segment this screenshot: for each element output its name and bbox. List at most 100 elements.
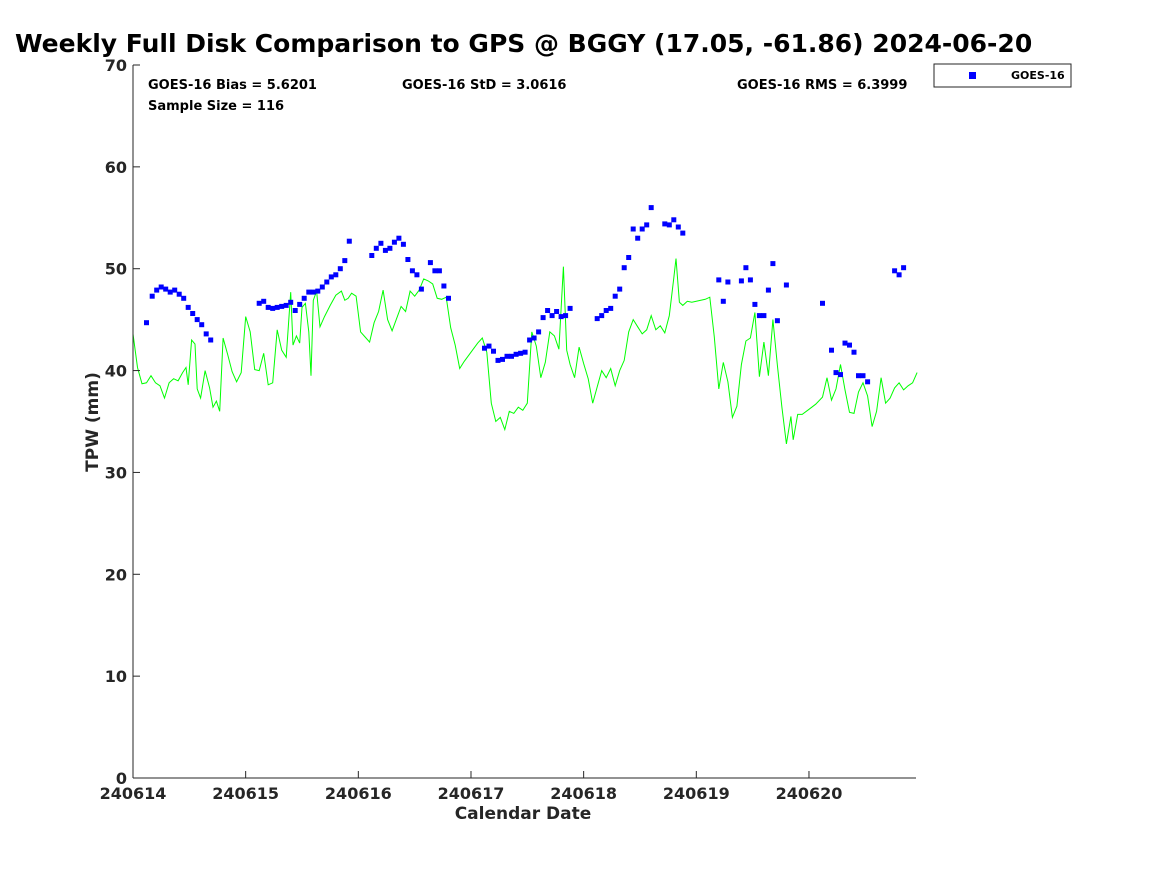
goes16-point [594, 316, 600, 322]
goes16-point [630, 226, 636, 232]
goes16-point [626, 255, 632, 260]
stat-bias: GOES-16 Bias = 5.6201 [148, 78, 317, 93]
goes16-point [662, 221, 668, 227]
stat-sample-size: Sample Size = 116 [148, 99, 284, 114]
goes16-point [265, 304, 271, 310]
chart-title: Weekly Full Disk Comparison to GPS @ BGG… [15, 29, 1032, 58]
goes16-point [194, 317, 200, 323]
goes16-point [621, 265, 627, 271]
goes16-point [491, 348, 496, 354]
goes16-point [518, 350, 524, 356]
goes16-point [256, 300, 262, 306]
goes16-point [531, 335, 537, 341]
goes16-point [369, 253, 375, 258]
plot-area [133, 65, 916, 778]
goes16-point [549, 313, 555, 319]
goes16-point [181, 295, 187, 301]
goes16-point [373, 245, 379, 251]
goes16-point [346, 238, 352, 244]
goes16-point [500, 356, 505, 362]
goes16-point [860, 373, 866, 379]
goes16-point [328, 274, 334, 280]
goes16-point [427, 260, 433, 266]
goes16-point [482, 345, 487, 351]
goes16-point [172, 287, 178, 293]
goes16-point [756, 313, 762, 319]
goes16-point [558, 314, 564, 320]
y-axis-label: TPW (mm) [83, 372, 103, 472]
goes16-point [648, 205, 654, 211]
stat-std: GOES-16 StD = 3.0616 [402, 78, 566, 93]
goes16-point [829, 347, 834, 353]
gps-series-layer [132, 258, 918, 444]
y-tick-label: 0 [116, 769, 127, 788]
y-tick-label: 50 [105, 260, 127, 279]
goes16-point [770, 261, 776, 267]
goes16-point [306, 289, 312, 295]
goes16-point [495, 357, 501, 363]
goes16-point [288, 299, 294, 305]
goes16-point [635, 235, 641, 241]
goes16-point [847, 342, 852, 348]
goes16-point [608, 305, 614, 311]
x-tick-label: 240614 [100, 784, 167, 803]
goes16-point [486, 343, 492, 349]
goes16-point [513, 351, 519, 357]
goes16-point [842, 340, 848, 346]
x-tick-label: 240618 [550, 784, 617, 803]
goes16-point [765, 287, 771, 293]
y-tick-label: 30 [105, 463, 127, 482]
goes16-point [144, 320, 149, 326]
goes16-point [599, 313, 605, 319]
goes16-point [297, 301, 303, 307]
goes16-point [301, 295, 307, 301]
x-tick-label: 240619 [663, 784, 730, 803]
goes16-point [436, 268, 442, 274]
goes16-point [163, 286, 169, 292]
y-ticks: 0 10 20 30 40 50 60 70 [105, 56, 140, 788]
goes16-point [743, 265, 749, 271]
goes16-point [378, 240, 384, 246]
legend-marker-square-icon [969, 72, 976, 79]
goes16-point [865, 379, 871, 385]
y-tick-label: 10 [105, 667, 127, 686]
goes16-point [279, 303, 285, 309]
goes16-point [527, 337, 533, 343]
goes16-point [441, 283, 447, 289]
goes16-point [820, 300, 825, 306]
goes16-point [838, 372, 843, 378]
goes16-point [603, 308, 609, 313]
goes16-point [716, 277, 722, 283]
goes16-point [639, 226, 645, 232]
goes16-point [725, 279, 731, 285]
stat-rms: GOES-16 RMS = 6.3999 [737, 78, 907, 93]
goes16-point [446, 295, 451, 301]
goes16-point [774, 318, 780, 324]
goes16-point [892, 268, 898, 274]
goes16-point [851, 349, 857, 355]
goes16-point [752, 301, 758, 307]
goes16-point [567, 305, 573, 311]
goes16-point [504, 353, 510, 359]
y-tick-label: 60 [105, 158, 127, 177]
goes16-point [761, 313, 767, 319]
goes16-point [644, 222, 650, 228]
x-tick-label: 240617 [438, 784, 505, 803]
x-axis-label: Calendar Date [455, 804, 592, 824]
goes16-point [337, 266, 343, 272]
goes16-point [405, 257, 411, 262]
x-tick-label: 240615 [212, 784, 279, 803]
goes16-point [901, 265, 907, 271]
goes16-point [310, 289, 316, 295]
goes16-point [509, 353, 514, 359]
goes16-point [158, 284, 164, 290]
goes16-point [382, 247, 388, 253]
goes16-point [270, 305, 276, 311]
goes16-point [432, 268, 438, 274]
goes16-point [167, 289, 173, 295]
y-tick-label: 40 [105, 362, 127, 381]
goes16-point [391, 239, 397, 245]
goes16-point [738, 278, 744, 284]
goes16-point [154, 287, 160, 293]
